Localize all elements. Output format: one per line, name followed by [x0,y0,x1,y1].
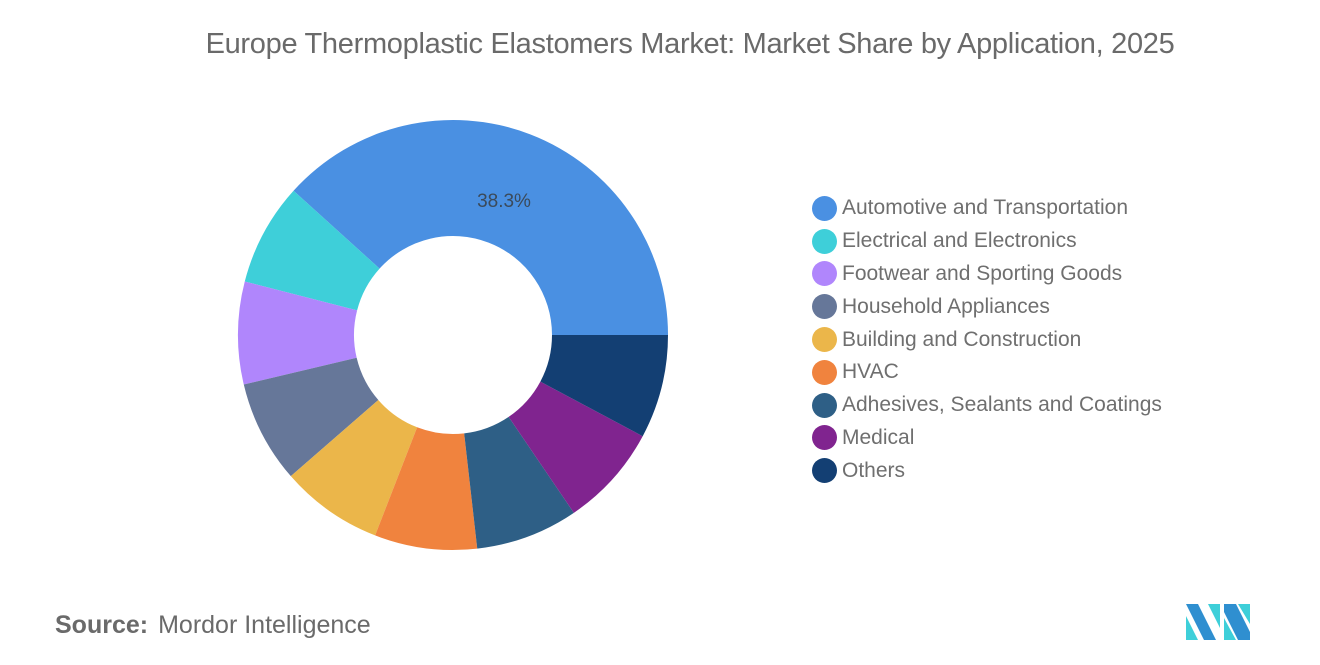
chart-title: Europe Thermoplastic Elastomers Market: … [205,28,1175,60]
legend-item[interactable]: Medical [812,422,1162,455]
legend-label: Electrical and Electronics [842,229,1077,253]
donut-slice[interactable] [508,381,643,513]
slice-data-label: 38.3% [477,191,531,212]
legend-item[interactable]: Building and Construction [812,323,1162,356]
legend-swatch-icon [812,458,837,484]
legend-label: HVAC [842,360,899,384]
donut-slice[interactable] [244,190,380,311]
legend-label: Adhesives, Sealants and Coatings [842,393,1162,417]
legend-item[interactable]: Adhesives, Sealants and Coatings [812,389,1162,422]
donut-slice[interactable] [293,119,668,335]
legend-swatch-icon [812,261,837,287]
donut-slice[interactable] [290,400,418,536]
legend-item[interactable]: Others [812,454,1162,487]
legend-label: Footwear and Sporting Goods [842,261,1123,285]
donut-slices [238,119,668,550]
legend-item[interactable]: Household Appliances [812,290,1162,323]
legend-swatch-icon [812,294,837,320]
legend-swatch-icon [812,327,837,353]
legend-swatch-icon [812,392,837,418]
legend-item[interactable]: Electrical and Electronics [812,225,1162,258]
donut-slice[interactable] [243,357,379,477]
legend-label: Automotive and Transportation [842,196,1129,220]
legend-item[interactable]: Automotive and Transportation [812,192,1162,225]
legend-swatch-icon [812,425,837,451]
donut-slice[interactable] [540,335,668,437]
chart-legend: Automotive and Transportation Electrical… [812,192,1162,487]
donut-slice[interactable] [375,427,478,550]
legend-swatch-icon [812,359,837,385]
legend-item[interactable]: HVAC [812,356,1162,389]
legend-label: Medical [842,425,915,449]
mordor-logo-icon [1186,604,1250,640]
donut-slice[interactable] [238,281,358,385]
legend-swatch-icon [812,228,837,254]
legend-label: Others [842,458,906,482]
legend-label: Household Appliances [842,294,1050,318]
legend-swatch-icon [812,195,837,221]
source-value: Mordor Intelligence [158,611,371,639]
source-note: Source: Mordor Intelligence [55,611,371,640]
source-key: Source: [55,611,149,639]
legend-item[interactable]: Footwear and Sporting Goods [812,258,1162,291]
donut-slice[interactable] [464,416,574,549]
legend-label: Building and Construction [842,327,1082,351]
